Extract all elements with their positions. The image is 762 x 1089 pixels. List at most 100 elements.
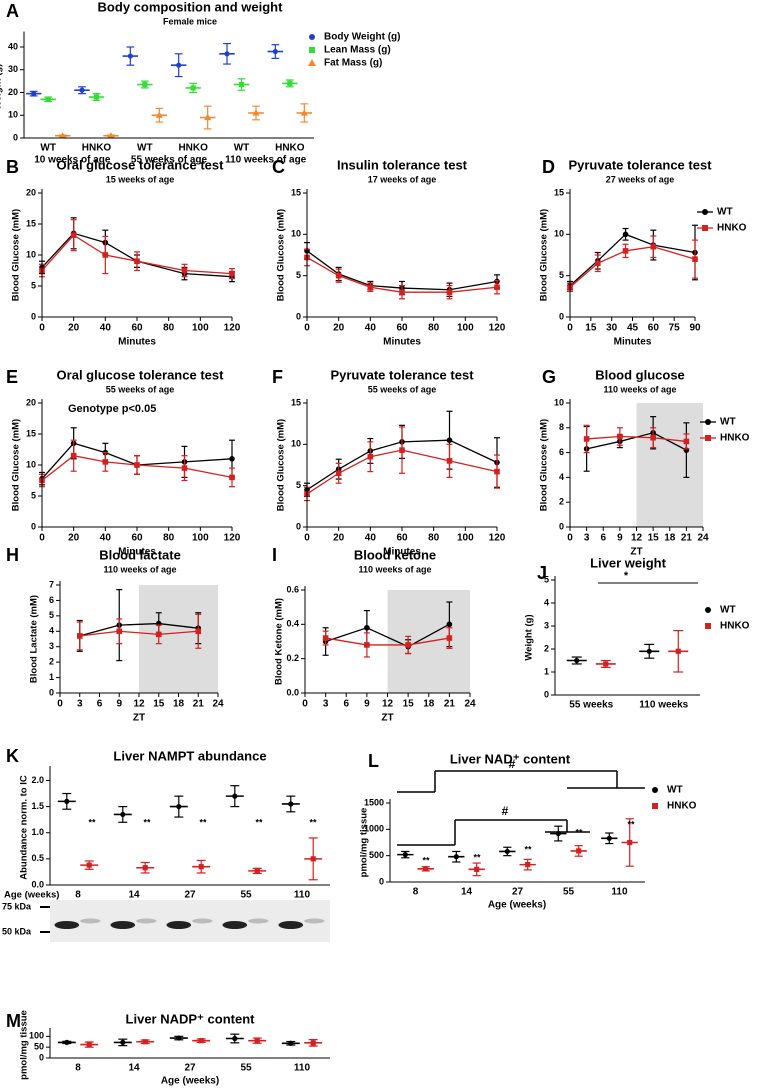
x-tick-label: 110 weeks [639, 700, 688, 711]
x-tick-label: 27 [184, 890, 196, 901]
mean-marker [453, 854, 459, 860]
y-tick-label: 0 [296, 311, 301, 321]
data-point [617, 433, 623, 440]
x-tick-label: 8 [413, 887, 419, 898]
x-tick-label: 80 [428, 533, 440, 544]
x-tick-label: 6 [343, 699, 349, 710]
y-tick-label: 3 [544, 620, 549, 630]
y-tick-label: 5 [31, 280, 36, 290]
x-axis-label: Minutes [383, 547, 421, 558]
y-tick-label: 5 [296, 270, 301, 280]
series-line [325, 623, 450, 648]
panel-letter: A [6, 1, 19, 21]
panel-title: Pyruvate tolerance test [568, 157, 712, 172]
mean-marker [310, 1040, 316, 1046]
data-point [364, 624, 370, 631]
legend-label: HNKO [720, 433, 750, 444]
y-tick-label: 20 [26, 187, 36, 197]
data-point [134, 258, 140, 264]
y-axis-label: Blood Ketone (mM) [274, 598, 285, 685]
data-point [692, 256, 698, 262]
y-tick-label: 0 [544, 689, 549, 699]
mean-marker [574, 657, 580, 664]
y-axis-label: Blood Glucose (mM) [276, 209, 287, 301]
y-tick-label: 15 [554, 187, 564, 197]
y-tick-label: 2.0 [31, 775, 44, 785]
mean-marker [64, 1039, 70, 1045]
y-tick-label: 1 [544, 666, 549, 676]
mean-marker [675, 648, 681, 654]
panel-title: Insulin tolerance test [337, 157, 468, 172]
data-point [195, 628, 202, 635]
data-point [367, 453, 374, 460]
data-point [446, 621, 453, 628]
blot-band-faint [80, 918, 101, 924]
y-axis-label: Weight (g) [0, 64, 4, 110]
y-tick-label: 15 [26, 218, 36, 228]
panel-letter: K [6, 746, 19, 766]
x-tick-label: 100 [192, 323, 209, 334]
x-tick-label: 100 [192, 533, 209, 544]
panel-letter: M [6, 1011, 21, 1031]
data-point [399, 289, 405, 295]
panel-title: Blood glucose [595, 367, 685, 382]
mean-marker [288, 801, 294, 807]
x-tick-label: 30 [606, 323, 618, 334]
data-point [229, 474, 235, 481]
annotation: ** [524, 844, 532, 854]
panel-subtitle: 27 weeks of age [606, 174, 675, 184]
y-tick-label: 4 [559, 472, 564, 482]
marker-label: 50 kDa [2, 926, 32, 936]
y-tick-label: 500 [369, 850, 384, 860]
y-axis-label: Blood Glucose (mM) [11, 419, 22, 511]
data-point [622, 248, 629, 254]
x-tick-label: 20 [68, 323, 80, 334]
x-tick-label: 20 [68, 533, 80, 544]
legend-label: HNKO [667, 801, 697, 812]
y-tick-label: 20 [26, 397, 36, 407]
panel-subtitle: 110 weeks of age [103, 564, 176, 574]
mean-marker [86, 862, 92, 868]
y-tick-label: 1 [49, 672, 54, 682]
legend-label: WT [667, 785, 683, 796]
panel-letter: E [6, 367, 18, 387]
panel-letter: B [6, 157, 19, 177]
panel-title: Liver NAD⁺ content [450, 751, 571, 766]
y-tick-label: 2 [544, 643, 549, 653]
annotation: ** [422, 855, 430, 865]
annotation: ** [143, 817, 151, 827]
y-tick-label: 0 [49, 687, 54, 697]
dark-phase-shading [636, 403, 703, 527]
x-tick-label: 9 [617, 533, 623, 544]
series-line [41, 455, 233, 482]
annotation: * [624, 570, 629, 582]
data-point [446, 458, 453, 464]
panel-title: Blood ketone [354, 547, 436, 562]
annotation: ** [88, 817, 96, 827]
panel-subtitle: 55 weeks of age [368, 384, 437, 394]
x-tick-label: 18 [173, 699, 185, 710]
y-tick-label: 2 [559, 497, 564, 507]
y-axis-label: Blood Lactate (mM) [29, 595, 40, 683]
x-axis-label: Age (weeks) [4, 890, 59, 901]
data-point [335, 470, 342, 477]
panel-letter: I [272, 545, 277, 565]
y-tick-label: 40 [8, 41, 18, 51]
y-tick-label: 5 [544, 574, 549, 584]
data-point [70, 452, 77, 459]
data-point [229, 270, 235, 277]
x-tick-label: 0 [567, 323, 573, 334]
y-tick-label: 0 [13, 132, 18, 142]
y-tick-label: 0 [31, 521, 36, 531]
y-tick-label: 6 [49, 595, 54, 605]
panel-subtitle: 55 weeks of age [106, 384, 175, 394]
x-tick-label: 120 [224, 323, 241, 334]
y-tick-label: 0 [39, 1052, 44, 1062]
x-tick-label: 80 [428, 323, 440, 334]
blot-band [222, 921, 248, 929]
x-tick-label: 60 [131, 533, 143, 544]
x-tick-label: 9 [364, 699, 370, 710]
series-line [79, 622, 199, 637]
data-point [446, 635, 453, 641]
mean-marker [300, 109, 308, 116]
